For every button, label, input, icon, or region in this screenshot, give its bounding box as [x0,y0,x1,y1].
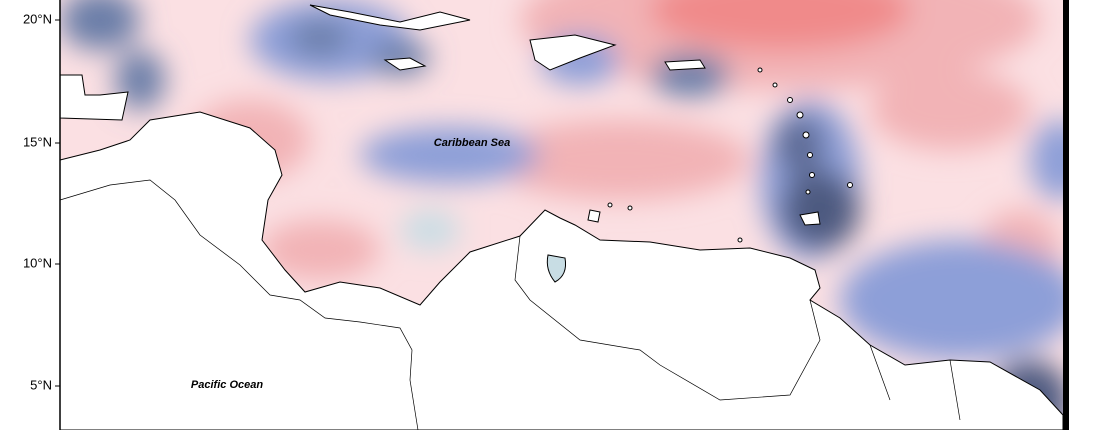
lake [546,254,566,283]
island [799,211,821,226]
y-tick-label: 10°N [23,255,52,270]
lesser-antilles [607,67,853,243]
ocean-label: Pacific Ocean [191,379,263,391]
borders [514,235,961,421]
island [309,4,471,31]
y-tick-label: 15°N [23,134,52,149]
island [664,59,706,71]
frame [1063,0,1069,430]
land [59,74,129,121]
sea-label: Caribbean Sea [434,137,510,149]
y-ticks [55,19,60,387]
y-tick-label: 5°N [30,377,52,392]
island [383,57,427,71]
island [529,34,617,71]
island [587,209,601,223]
coastline [59,179,419,430]
y-tick-label: 20°N [23,11,52,26]
